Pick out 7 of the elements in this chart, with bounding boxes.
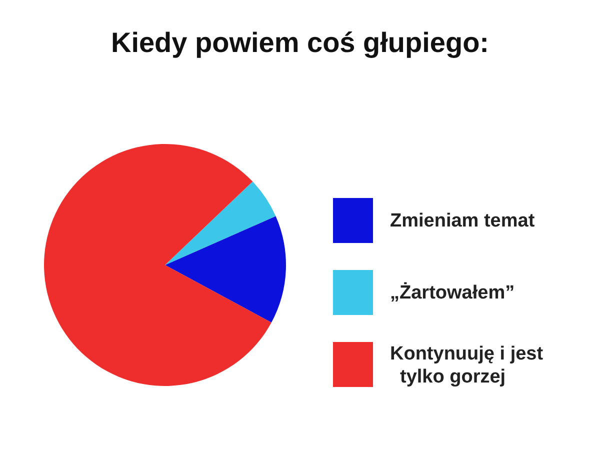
pie-slice — [165, 182, 276, 265]
legend-label: Zmieniam temat — [390, 210, 536, 232]
pie-slice — [165, 216, 286, 323]
legend-label: „Żartowałem” — [390, 282, 515, 304]
chart-title: Kiedy powiem coś głupiego: — [110, 27, 490, 58]
pie-slice — [44, 144, 272, 386]
legend-label: Kontynuuję i jest tylko gorzej — [390, 344, 544, 388]
